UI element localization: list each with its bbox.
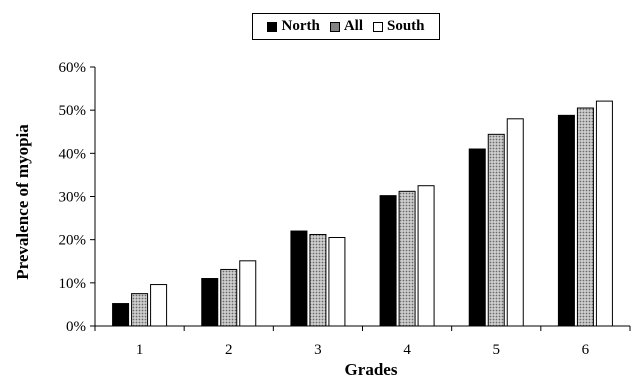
y-tick-label: 60%	[59, 60, 87, 76]
x-tick-label: 6	[582, 342, 590, 358]
x-tick-label: 5	[493, 342, 501, 358]
bar-all-grade-6	[576, 107, 594, 327]
x-tick-label: 3	[314, 342, 322, 358]
legend-item-south: South	[372, 18, 425, 35]
x-tick-label: 2	[225, 342, 233, 358]
bar-south-grade-4	[417, 185, 435, 327]
bar-all-grade-3	[309, 233, 327, 327]
bar-south-grade-3	[328, 237, 346, 327]
legend-swatch-all	[329, 21, 340, 32]
y-tick-label: 10%	[59, 276, 87, 292]
bar-north-grade-3	[290, 230, 308, 327]
x-tick-label: 4	[403, 342, 411, 358]
y-tick-label: 40%	[59, 146, 87, 162]
bar-south-grade-1	[150, 284, 168, 327]
x-tick-label: 1	[136, 342, 144, 358]
legend-swatch-south	[372, 21, 383, 32]
bar-all-grade-5	[487, 133, 505, 327]
bar-north-grade-6	[557, 114, 575, 327]
legend-item-all: All	[329, 18, 363, 35]
x-axis-label: Grades	[345, 360, 398, 379]
y-tick-label: 20%	[59, 233, 87, 249]
y-tick-label: 30%	[59, 190, 87, 206]
bar-south-grade-5	[506, 118, 524, 327]
bar-south-grade-2	[239, 260, 257, 327]
bar-all-grade-4	[398, 190, 416, 327]
bar-north-grade-5	[468, 148, 486, 327]
legend-label-all: All	[343, 18, 363, 34]
bar-south-grade-6	[595, 100, 613, 327]
legend-swatch-north	[267, 21, 278, 32]
bar-north-grade-4	[379, 195, 397, 327]
y-tick-label: 0%	[66, 319, 86, 335]
legend-label-south: South	[386, 18, 425, 34]
chart-legend: North All South	[252, 13, 440, 40]
bar-north-grade-2	[201, 278, 219, 327]
legend-label-north: North	[281, 18, 320, 34]
bar-all-grade-2	[220, 268, 238, 327]
bar-all-grade-1	[131, 293, 149, 327]
legend-item-north: North	[267, 18, 320, 35]
bar-north-grade-1	[112, 303, 130, 327]
y-axis-label: Prevalence of myopia	[13, 124, 32, 280]
y-tick-label: 50%	[59, 103, 87, 119]
